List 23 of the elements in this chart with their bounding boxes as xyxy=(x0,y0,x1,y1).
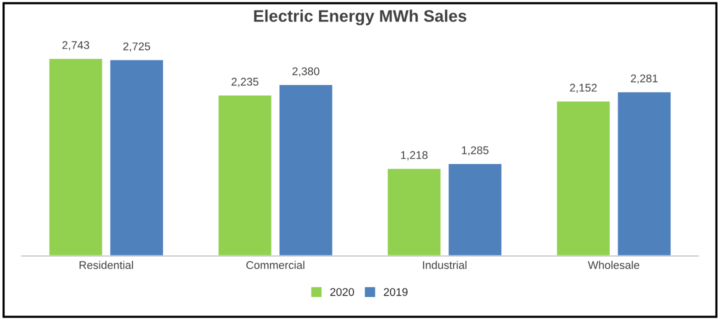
data-label: 1,285 xyxy=(462,146,488,156)
x-tick-label: Wholesale xyxy=(588,260,640,270)
data-label: 2,743 xyxy=(62,41,90,50)
bar xyxy=(616,90,672,256)
x-tick-label: Commercial xyxy=(246,260,304,270)
data-label: 2,725 xyxy=(123,42,150,52)
data-label: 2,281 xyxy=(630,74,658,84)
data-label: 1,218 xyxy=(401,151,428,160)
bar xyxy=(278,84,334,256)
bar xyxy=(556,100,612,256)
x-tick-label: Industrial xyxy=(423,260,466,270)
bar xyxy=(108,58,164,256)
bar xyxy=(447,162,503,256)
chart-title: Electric Energy MWh Sales xyxy=(254,10,466,26)
data-label: 2,380 xyxy=(292,67,320,77)
legend-label: 2019 xyxy=(384,288,408,296)
bar xyxy=(48,57,104,256)
bar xyxy=(217,94,273,256)
data-label: 2,152 xyxy=(570,84,597,93)
bar xyxy=(386,167,442,256)
x-tick-label: Residential xyxy=(80,260,133,270)
data-label: 2,235 xyxy=(232,78,258,87)
legend-label: 2020 xyxy=(330,288,354,296)
